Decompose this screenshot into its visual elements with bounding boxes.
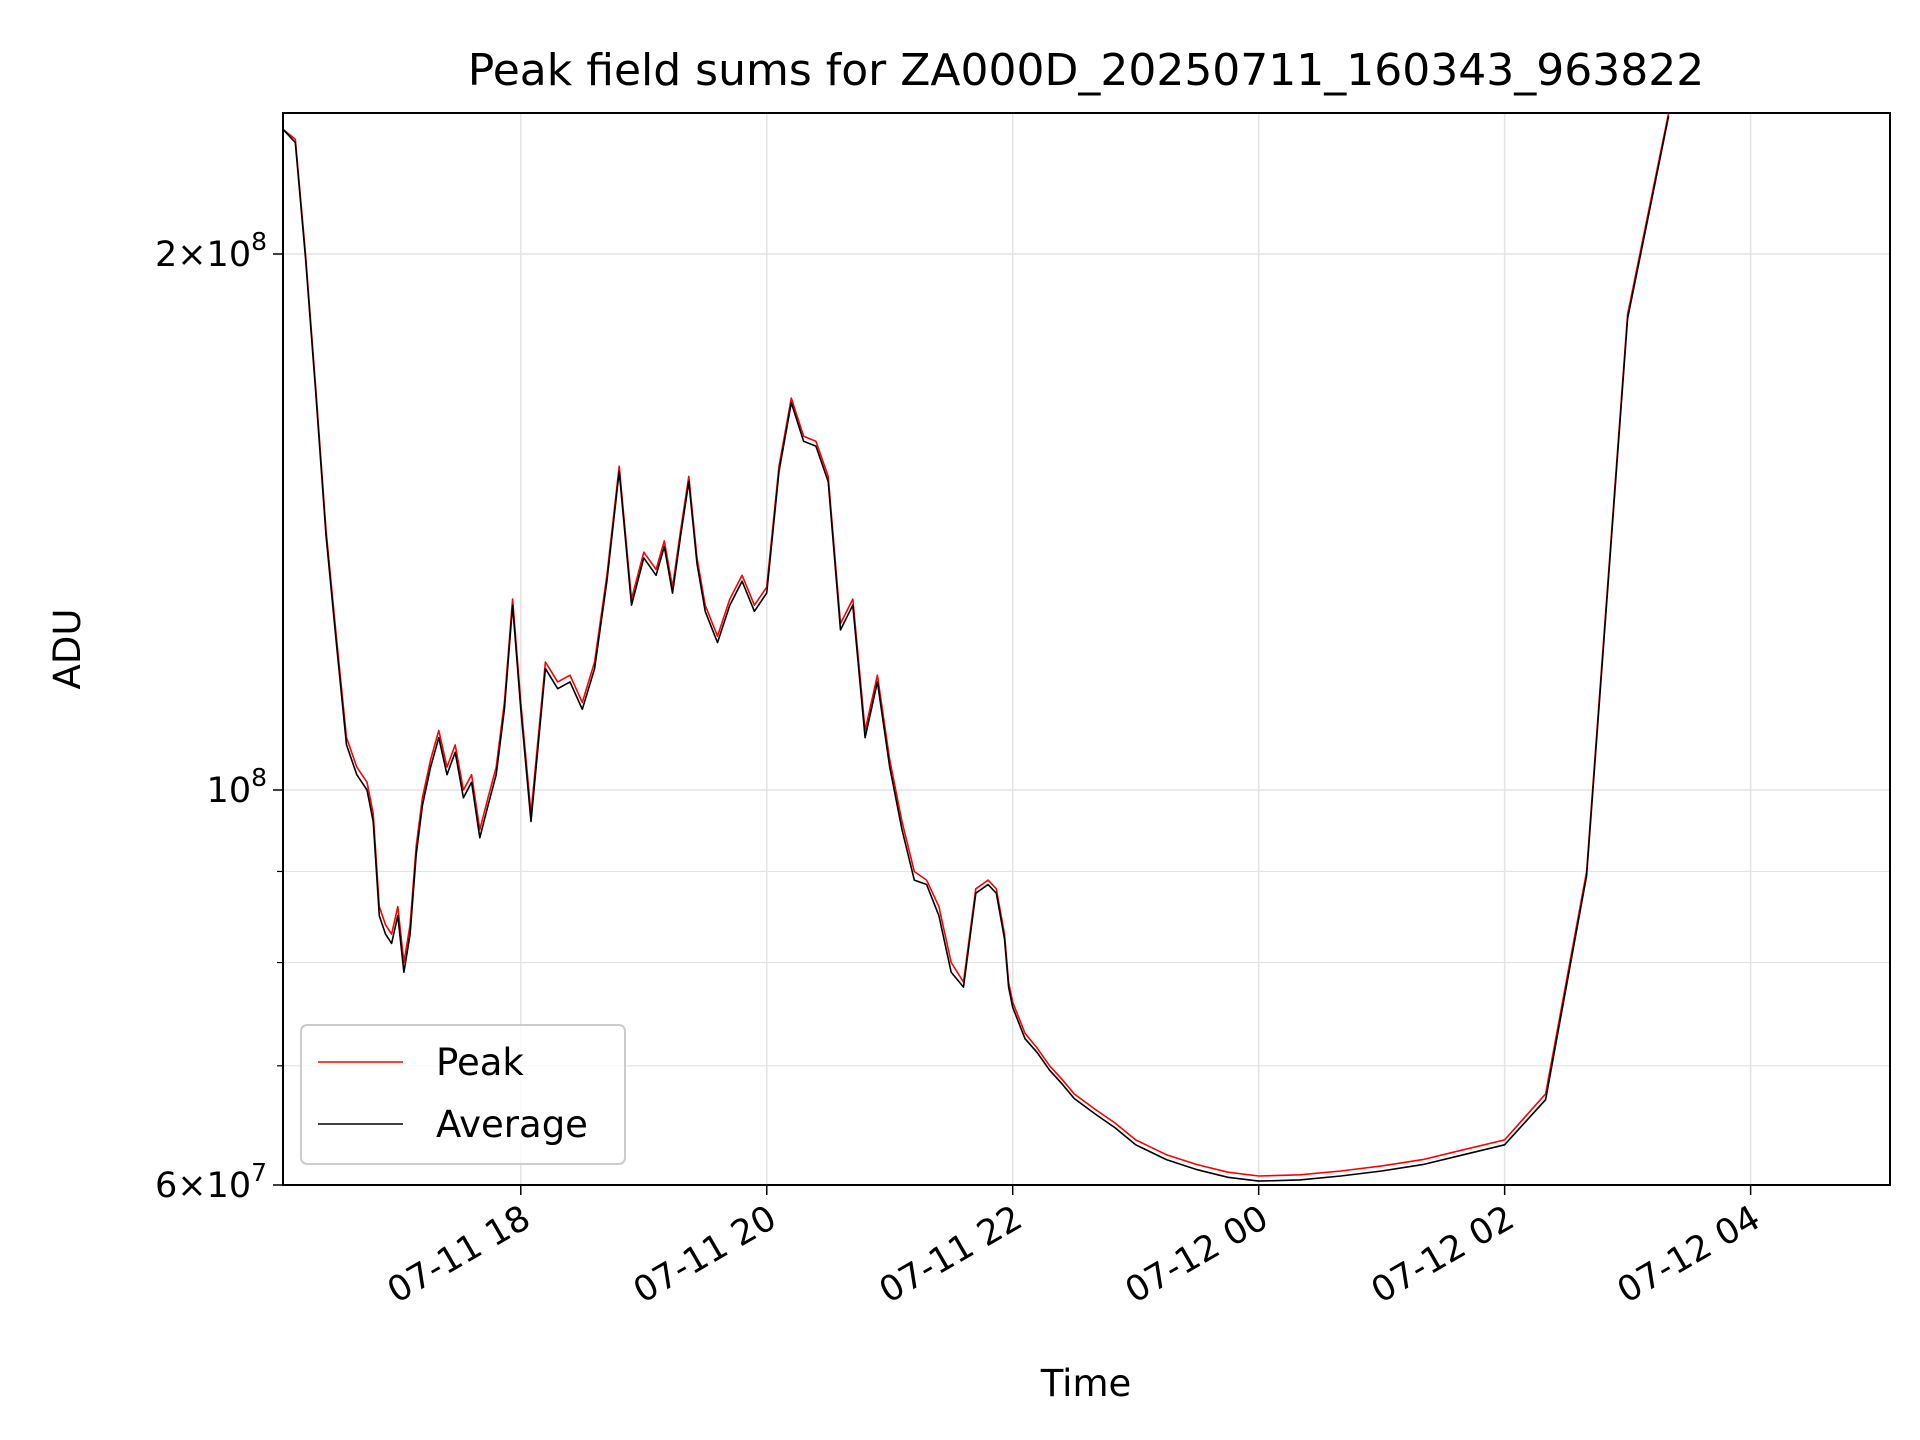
- y-tick-label: 6×107: [155, 1158, 267, 1206]
- legend-box: [300, 1024, 626, 1165]
- legend-label-average: Average: [436, 1103, 588, 1146]
- legend: Peak Average: [300, 1024, 626, 1165]
- legend-label-peak: Peak: [436, 1041, 524, 1084]
- y-tick-label: 108: [207, 763, 267, 811]
- y-axis-label: ADU: [46, 609, 89, 690]
- series-layer: [283, 113, 1670, 1182]
- plot-frame: [282, 112, 1891, 1186]
- series-line-average: [283, 116, 1670, 1182]
- x-axis-label: Time: [1040, 1362, 1132, 1405]
- chart-title: Peak field sums for ZA000D_20250711_1603…: [468, 45, 1704, 96]
- y-tick-label: 2×108: [155, 227, 267, 275]
